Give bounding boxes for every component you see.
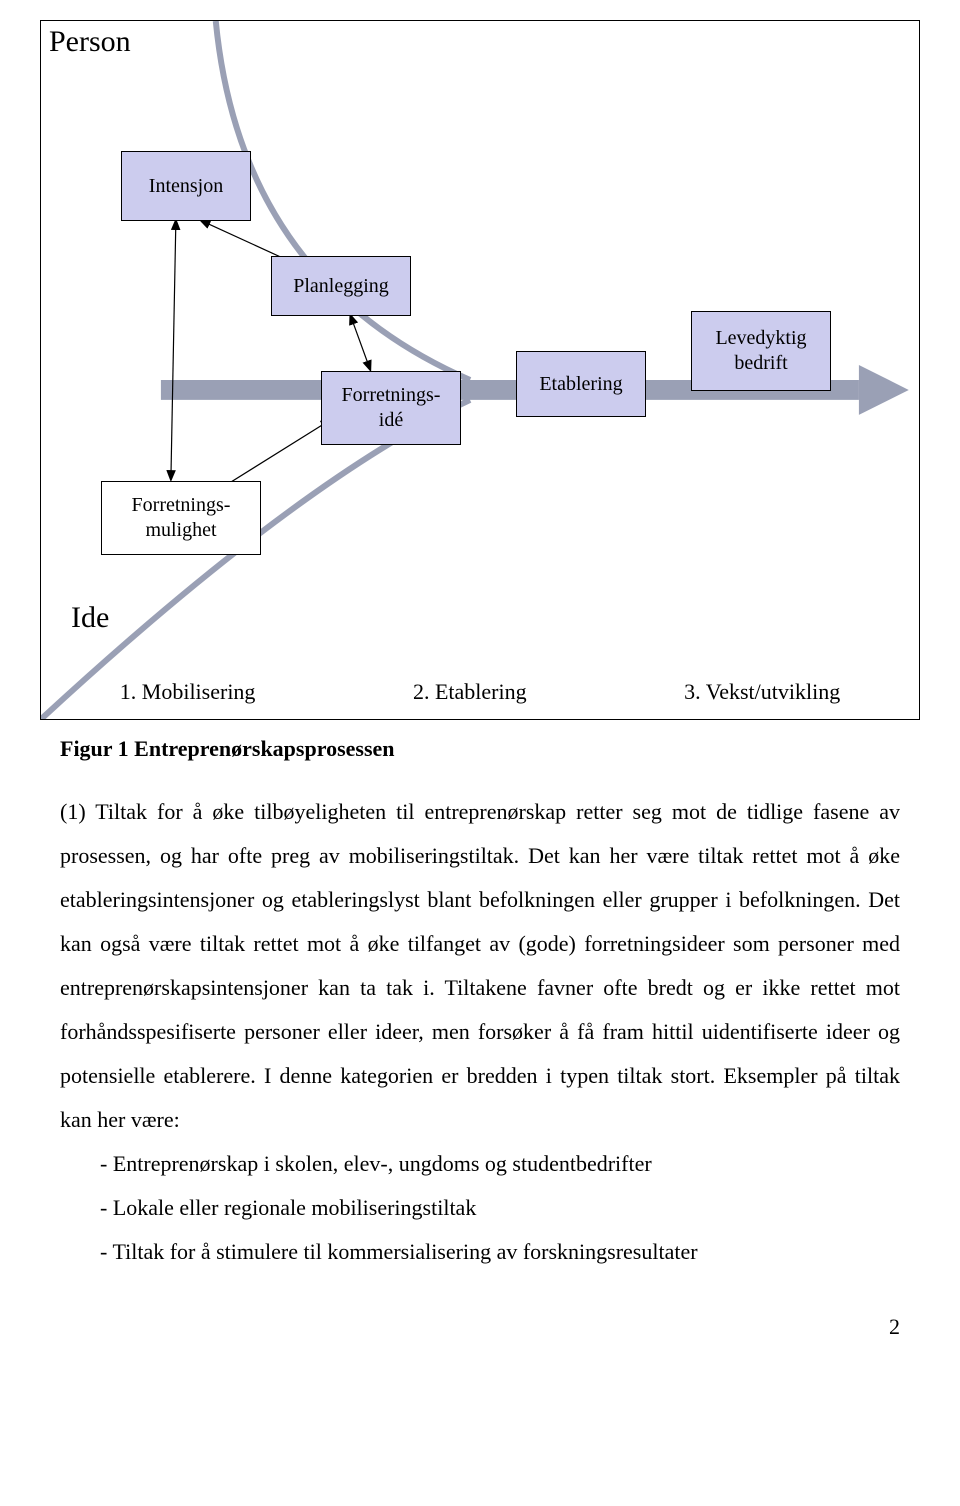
diagram-title-ide: Ide	[71, 601, 109, 635]
phase-3: 3. Vekst/utvikling	[684, 679, 840, 705]
diagram-figure: Person Intensjon Planlegging Forretnings…	[40, 20, 920, 720]
bullet-item: Entreprenørskap i skolen, elev-, ungdoms…	[100, 1142, 900, 1186]
connector-intensjon-forretningsmul	[171, 220, 176, 479]
flow-mainline-arrowhead	[859, 365, 909, 415]
flow-curve-bottom	[41, 400, 470, 719]
page-root: Person Intensjon Planlegging Forretnings…	[0, 20, 960, 1370]
node-planlegging: Planlegging	[271, 256, 411, 316]
node-intensjon: Intensjon	[121, 151, 251, 221]
diagram-title-person: Person	[49, 25, 131, 59]
phase-labels: 1. Mobilisering 2. Etablering 3. Vekst/u…	[41, 679, 919, 705]
bullet-list: Entreprenørskap i skolen, elev-, ungdoms…	[100, 1142, 900, 1274]
bullet-item: Tiltak for å stimulere til kommersialise…	[100, 1230, 900, 1274]
page-number: 2	[0, 1314, 900, 1370]
node-forretningside: Forretnings- idé	[321, 371, 461, 445]
flow-curve-top	[216, 21, 470, 380]
body-paragraph: (1) Tiltak for å øke tilbøyeligheten til…	[60, 790, 900, 1142]
figure-caption: Figur 1 Entreprenørskapsprosessen	[60, 736, 900, 762]
connector-planlegging-ide	[350, 315, 370, 370]
bullet-item: Lokale eller regionale mobiliseringstilt…	[100, 1186, 900, 1230]
node-etablering: Etablering	[516, 351, 646, 417]
node-levedyktig: Levedyktig bedrift	[691, 311, 831, 391]
phase-1: 1. Mobilisering	[120, 679, 256, 705]
phase-2: 2. Etablering	[413, 679, 527, 705]
node-forretningsmulighet: Forretnings- mulighet	[101, 481, 261, 555]
